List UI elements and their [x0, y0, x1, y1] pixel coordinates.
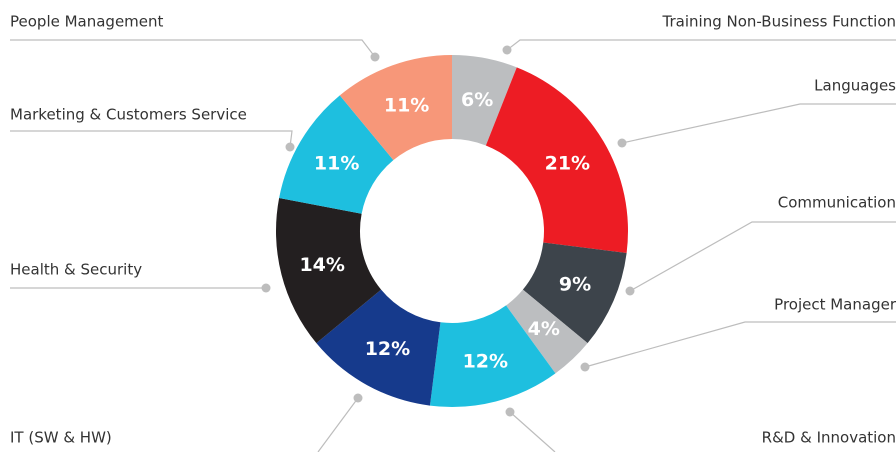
value-label: 4%	[528, 318, 560, 340]
value-label: 12%	[365, 338, 410, 360]
donut-segment	[429, 305, 556, 407]
leader-dot	[617, 138, 627, 148]
donut-segment	[452, 55, 517, 146]
category-label: People Management	[10, 13, 164, 31]
donut-segment	[506, 289, 588, 374]
leader-line	[621, 103, 896, 144]
donut-segment	[522, 242, 627, 344]
category-label: R&D & Innovation	[762, 429, 896, 447]
donut-segment	[279, 95, 394, 214]
leader-line	[509, 411, 556, 452]
leader-dot	[370, 52, 380, 62]
category-label: Health & Security	[10, 261, 142, 279]
value-label: 14%	[299, 254, 344, 276]
category-label: Project Manager	[774, 296, 896, 314]
leader-line	[10, 39, 376, 58]
donut-segment	[276, 198, 382, 344]
value-label: 9%	[559, 274, 591, 296]
value-label: 11%	[384, 94, 429, 116]
leader-dot	[285, 142, 295, 152]
value-label: 11%	[314, 152, 359, 174]
leader-dot	[502, 45, 512, 55]
leader-line	[629, 221, 896, 292]
donut-segment	[316, 289, 441, 406]
leader-line	[10, 130, 293, 148]
category-label: IT (SW & HW)	[10, 429, 112, 447]
category-label: Training Non-Business Function	[662, 13, 896, 31]
value-label: 12%	[463, 350, 508, 372]
leader-line	[506, 39, 896, 51]
leader-dot	[625, 286, 635, 296]
category-label: Communication	[778, 194, 896, 212]
leader-dot	[580, 362, 590, 372]
value-label: 21%	[545, 152, 590, 174]
donut-segment	[339, 55, 452, 161]
category-label: Languages	[814, 77, 896, 95]
category-label: Marketing & Customers Service	[10, 106, 247, 124]
leader-line	[317, 397, 359, 452]
donut-segment	[485, 67, 628, 254]
leader-dot	[261, 283, 271, 293]
leader-line	[584, 321, 896, 368]
leader-dot	[353, 393, 363, 403]
leader-dot	[505, 407, 515, 417]
value-label: 6%	[461, 89, 493, 111]
